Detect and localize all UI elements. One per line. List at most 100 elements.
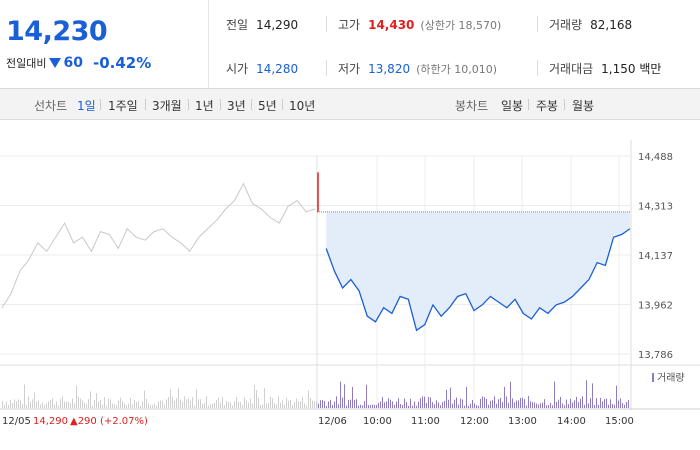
volume-bar (624, 404, 625, 408)
volume-bar (418, 401, 419, 408)
volume-bar (440, 405, 441, 408)
volume-bar (186, 399, 187, 408)
tab-monthly-candle[interactable]: 월봉 (572, 99, 595, 113)
volume-bar (244, 397, 245, 408)
volume-bar (524, 399, 525, 408)
volume-bar (320, 400, 321, 408)
volume-bar (402, 404, 403, 408)
volume-bar (628, 400, 629, 408)
volume-bar (544, 399, 545, 408)
volume-bar (390, 399, 391, 408)
volume-bar (566, 399, 567, 408)
y-tick-label: 13,962 (638, 301, 673, 312)
tab-1-week[interactable]: 1주일 (108, 99, 138, 113)
volume-bar (384, 402, 385, 408)
volume-bar (4, 404, 5, 408)
volume-bar (586, 380, 587, 408)
tab-10-years[interactable]: 10년 (289, 99, 316, 113)
y-tick-label: 13,786 (638, 350, 673, 361)
tab-daily-candle[interactable]: 일봉 (501, 99, 524, 113)
volume-bar (266, 403, 267, 408)
line-chart-label: 선차트 (34, 99, 68, 113)
volume-bar (284, 404, 285, 408)
volume-bar (194, 405, 195, 408)
volume-bar (112, 403, 113, 408)
volume-bar (296, 398, 297, 408)
volume-bar (14, 399, 15, 408)
x-tick-label: 14:00 (557, 416, 586, 427)
volume-bar (508, 402, 509, 408)
volume-bar (494, 396, 495, 408)
volume-bar (184, 396, 185, 408)
volume-bar (12, 403, 13, 408)
volume-bar (152, 405, 153, 408)
volume-bar (376, 404, 377, 408)
volume-bar (550, 402, 551, 408)
today-series-line (325, 228, 631, 332)
volume-bar (10, 400, 11, 408)
x-axis: 10:00 11:00 12:00 13:00 14:00 15:00 (363, 416, 634, 427)
volume-bar (298, 401, 299, 408)
tab-weekly-candle[interactable]: 주봉 (536, 99, 559, 113)
stock-summary-header: 14,230 전일대비 60 -0.42% 전일 14,290 고가 14,430 (… (0, 0, 700, 89)
volume-bar (62, 396, 63, 408)
volume-bar (40, 404, 41, 408)
volume-bar (270, 396, 271, 408)
volume-bar (34, 392, 35, 408)
volume-bar (394, 404, 395, 408)
tab-3-months[interactable]: 3개월 (152, 99, 182, 113)
volume-bar (282, 400, 283, 408)
tab-3-years[interactable]: 3년 (227, 99, 246, 113)
volume-bar (136, 401, 137, 408)
volume-bar (424, 396, 425, 408)
candle-chart-label: 봉차트 (455, 99, 489, 113)
volume-bar (106, 405, 107, 408)
volume-bar (120, 397, 121, 408)
volume-bar (124, 403, 125, 408)
volume-bar (304, 403, 305, 408)
volume-bar (32, 399, 33, 408)
volume-bar (342, 397, 343, 408)
volume-bar (572, 402, 573, 408)
volume-bar (464, 405, 465, 408)
volume-bar (6, 401, 7, 408)
volume-bar (438, 402, 439, 408)
volume-bar (180, 399, 181, 408)
volume-bar (492, 400, 493, 408)
volume-bar (242, 404, 243, 408)
volume-bar (594, 405, 595, 408)
tab-1-day[interactable]: 1일 (77, 99, 96, 113)
volume-bar (484, 397, 485, 408)
volume-bar (480, 398, 481, 408)
volume-bar (208, 405, 209, 408)
volume-bar (582, 396, 583, 408)
volume-bar (414, 401, 415, 408)
volume-bar (238, 401, 239, 408)
volume-bar (512, 398, 513, 408)
volume-bar (228, 401, 229, 408)
volume-bar (410, 398, 411, 408)
volume-bar (322, 400, 323, 408)
volume-bar (562, 403, 563, 408)
volume-bar (252, 403, 253, 408)
volume-bar (364, 401, 365, 408)
volume-bar (70, 403, 71, 408)
volume-bar (456, 397, 457, 408)
prev-change-label: ▲290 (+2.07%) (70, 416, 148, 427)
volume-bar (48, 401, 49, 408)
volume-bar (328, 401, 329, 408)
volume-bar (356, 399, 357, 408)
volume-bar (354, 400, 355, 408)
volume-bar (28, 396, 29, 408)
stat-label: 저가 (338, 62, 361, 76)
tab-1-year[interactable]: 1년 (195, 99, 214, 113)
volume-bar (50, 399, 51, 408)
volume-bar (316, 401, 317, 408)
volume-bar (166, 399, 167, 408)
volume-bar (226, 401, 227, 408)
volume-bar (340, 381, 341, 408)
x-tick-label: 11:00 (411, 416, 440, 427)
tab-5-years[interactable]: 5년 (258, 99, 277, 113)
stat-low: 저가 13,820 (하한가 10,010) (338, 60, 497, 77)
volume-bar (188, 398, 189, 408)
